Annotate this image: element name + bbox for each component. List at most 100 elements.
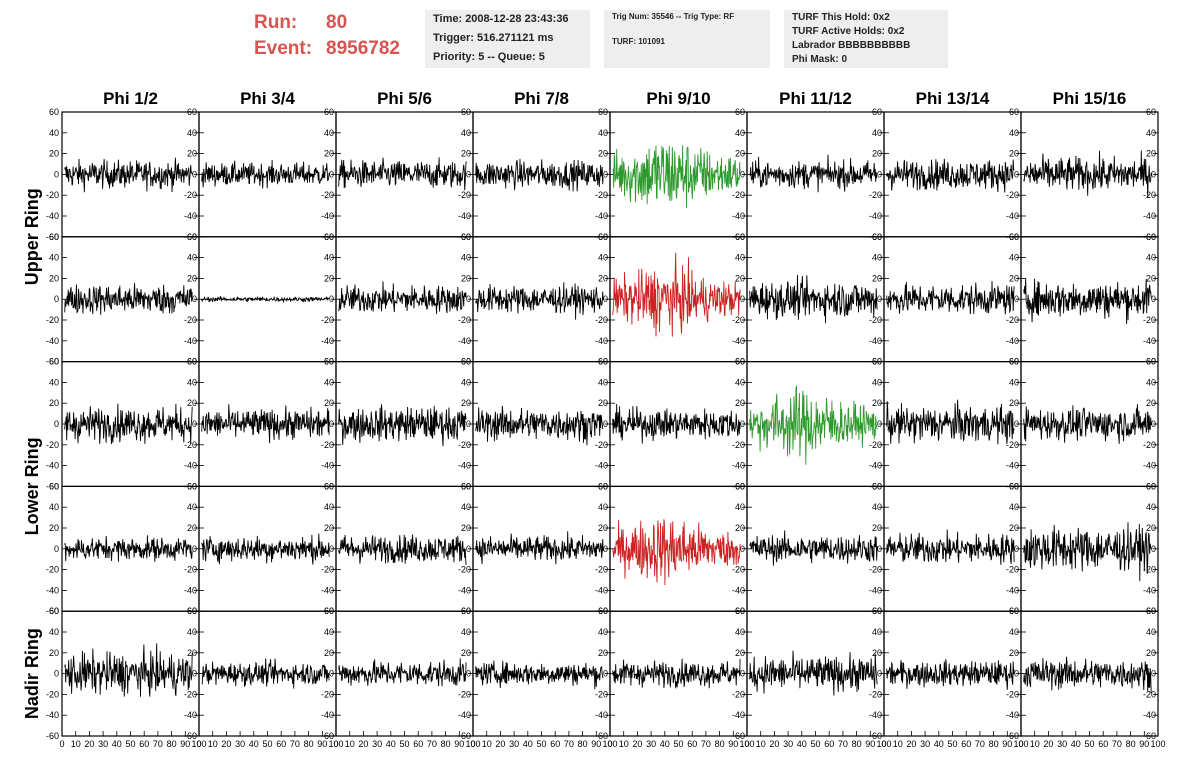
- x-tick-label: 90: [180, 739, 190, 749]
- y-tick-label: -40: [458, 211, 471, 221]
- column-title: Phi 15/16: [1053, 89, 1127, 108]
- y-tick-label: -60: [46, 731, 59, 741]
- waveform-trace: [475, 158, 604, 192]
- y-tick-label: -20: [732, 565, 745, 575]
- x-tick-label: 10: [208, 739, 218, 749]
- y-tick-label: 20: [324, 149, 334, 159]
- y-tick-label: 60: [598, 481, 608, 491]
- y-tick-label: -40: [184, 710, 197, 720]
- x-tick-label: 40: [934, 739, 944, 749]
- y-tick-label: 0: [466, 419, 471, 429]
- y-tick-label: 60: [1009, 357, 1019, 367]
- waveform-trace: [612, 519, 741, 586]
- y-tick-label: 20: [324, 273, 334, 283]
- y-tick-label: 0: [1014, 294, 1019, 304]
- waveform-trace: [1023, 278, 1152, 325]
- y-tick-label: 0: [1014, 169, 1019, 179]
- y-tick-label: 60: [461, 606, 471, 616]
- y-tick-label: 0: [192, 419, 197, 429]
- y-tick-label: 20: [49, 149, 59, 159]
- waveform-trace: [749, 530, 878, 566]
- x-tick-label: 60: [139, 739, 149, 749]
- time-text: Time: 2008-12-28 23:43:36: [433, 13, 569, 25]
- x-tick-label: 0: [607, 739, 612, 749]
- x-tick-label: 40: [523, 739, 533, 749]
- x-tick-label: 20: [906, 739, 916, 749]
- y-tick-label: 60: [187, 481, 197, 491]
- y-tick-label: 40: [1009, 627, 1019, 637]
- y-tick-label: -20: [321, 689, 334, 699]
- y-tick-label: -20: [458, 315, 471, 325]
- y-tick-label: -60: [184, 731, 197, 741]
- y-tick-label: 20: [735, 149, 745, 159]
- y-tick-label: -60: [46, 357, 59, 367]
- y-tick-label: 20: [187, 398, 197, 408]
- waveform-trace: [886, 158, 1015, 193]
- x-tick-label: 60: [961, 739, 971, 749]
- timing-info-box: Time: 2008-12-28 23:43:36 Trigger: 516.2…: [425, 10, 590, 68]
- y-tick-label: 60: [1146, 357, 1156, 367]
- x-tick-label: 60: [276, 739, 286, 749]
- y-tick-label: 0: [740, 294, 745, 304]
- y-tick-label: 60: [461, 232, 471, 242]
- trigger-text: Trigger: 516.271121 ms: [433, 32, 554, 44]
- y-tick-label: -20: [1143, 315, 1156, 325]
- y-tick-label: 0: [1151, 294, 1156, 304]
- y-tick-label: 0: [466, 669, 471, 679]
- y-tick-label: 20: [461, 648, 471, 658]
- y-tick-label: -60: [595, 731, 608, 741]
- y-tick-label: 40: [324, 253, 334, 263]
- waveform-trace: [201, 404, 330, 444]
- waveform-trace: [1023, 404, 1152, 444]
- y-tick-label: 20: [1146, 523, 1156, 533]
- waveform-trace: [749, 274, 878, 324]
- x-tick-label: 100: [465, 739, 480, 749]
- y-tick-label: -20: [458, 440, 471, 450]
- y-tick-label: 60: [735, 606, 745, 616]
- y-tick-label: -20: [595, 440, 608, 450]
- y-tick-label: 0: [192, 169, 197, 179]
- y-tick-label: -20: [595, 190, 608, 200]
- y-tick-label: 0: [877, 169, 882, 179]
- y-tick-label: -40: [1006, 211, 1019, 221]
- y-tick-label: 40: [324, 128, 334, 138]
- waveform-trace: [201, 533, 330, 565]
- waveform-trace: [886, 281, 1015, 315]
- y-tick-label: 60: [1009, 481, 1019, 491]
- y-tick-label: -20: [595, 689, 608, 699]
- run-label: Run:: [254, 12, 298, 33]
- y-tick-label: 40: [187, 627, 197, 637]
- x-tick-label: 90: [317, 739, 327, 749]
- waveform-trace: [64, 535, 193, 562]
- y-tick-label: 20: [324, 523, 334, 533]
- y-tick-label: 20: [872, 273, 882, 283]
- y-tick-label: 60: [461, 107, 471, 117]
- y-tick-label: 60: [187, 357, 197, 367]
- x-tick-label: 10: [1030, 739, 1040, 749]
- priority-text: Priority: 5 -- Queue: 5: [433, 51, 545, 63]
- waveform-trace: [338, 157, 467, 191]
- y-tick-label: 20: [1146, 149, 1156, 159]
- waveform-panel: [1020, 361, 1159, 488]
- x-tick-label: 10: [893, 739, 903, 749]
- y-tick-label: 60: [872, 606, 882, 616]
- y-tick-label: 60: [1146, 606, 1156, 616]
- x-tick-label: 30: [372, 739, 382, 749]
- y-tick-label: 60: [872, 107, 882, 117]
- run-row: Run: 80: [254, 10, 400, 36]
- y-tick-label: -60: [732, 731, 745, 741]
- y-tick-label: 40: [598, 377, 608, 387]
- y-tick-label: 0: [603, 669, 608, 679]
- y-tick-label: 0: [740, 169, 745, 179]
- y-tick-label: 40: [598, 253, 608, 263]
- y-tick-label: 20: [1009, 398, 1019, 408]
- x-tick-label: 40: [386, 739, 396, 749]
- y-tick-label: 60: [872, 357, 882, 367]
- waveform-trace: [749, 154, 878, 193]
- y-tick-label: -20: [595, 315, 608, 325]
- turf-this-hold-text: TURF This Hold: 0x2: [792, 12, 890, 23]
- x-tick-label: 20: [495, 739, 505, 749]
- y-tick-label: 60: [735, 357, 745, 367]
- x-tick-label: 20: [358, 739, 368, 749]
- y-tick-label: 20: [598, 523, 608, 533]
